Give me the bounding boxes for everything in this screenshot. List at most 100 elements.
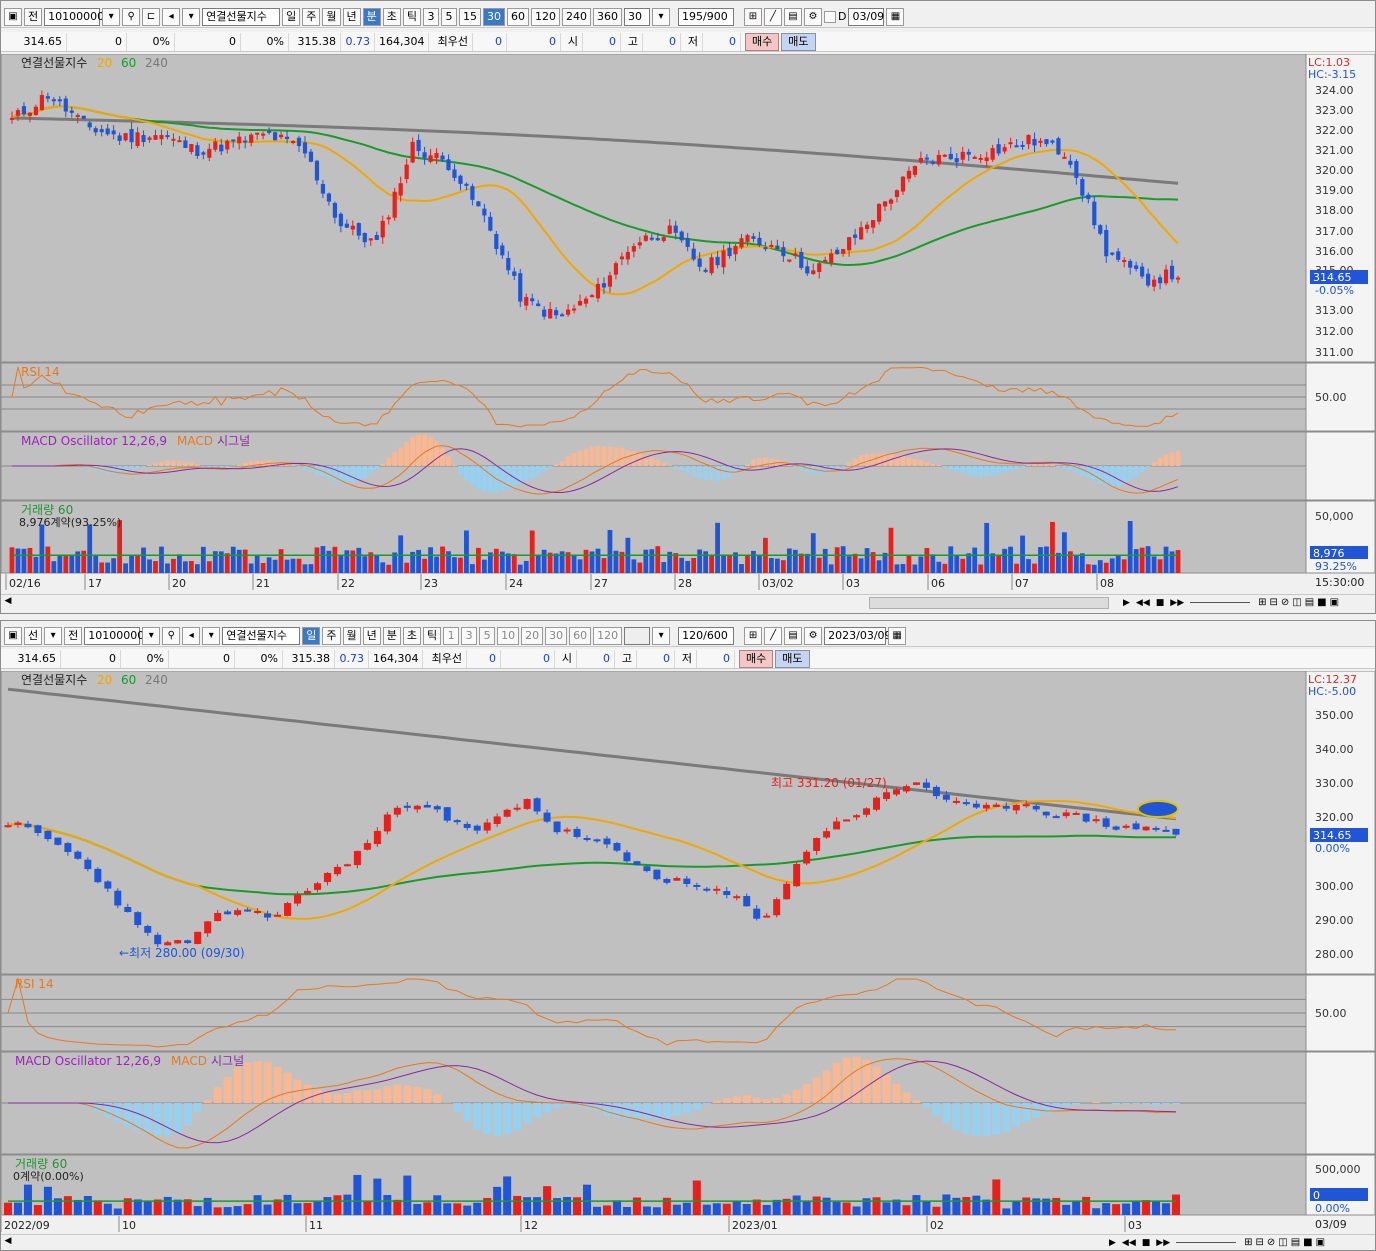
period-tick[interactable]: 틱 [423, 626, 442, 645]
period-year[interactable]: 년 [342, 7, 361, 26]
indicator-icon[interactable]: ⊞ [744, 7, 762, 26]
period-month[interactable]: 월 [322, 7, 341, 26]
volume-bar [505, 553, 511, 573]
sell-button[interactable]: 매도 [775, 649, 810, 668]
scroll-left-icon[interactable]: ◀ [4, 595, 12, 606]
zoom-slider[interactable] [1176, 1242, 1237, 1243]
interval-20[interactable]: 20 [521, 626, 544, 645]
interval-input[interactable]: 30 [624, 7, 650, 26]
gear-icon[interactable]: ⚙ [804, 7, 822, 26]
macd-osc-bar [577, 450, 583, 466]
bottom-chart-area[interactable]: 350.00 340.00 330.00 320.00 314.65 0.00% 300.0… [1, 671, 1376, 1234]
dropdown-icon[interactable]: ▾ [102, 7, 121, 26]
scroll-right-icon[interactable]: ▶ [1109, 1237, 1116, 1248]
period-month[interactable]: 월 [342, 626, 361, 645]
trend-icon[interactable]: ╱ [764, 7, 782, 26]
period-day[interactable]: 일 [302, 626, 321, 645]
candle-body [823, 259, 828, 262]
top-chart-area[interactable]: 324.00 323.00 322.00 321.00 320.00 319.00 318.… [1, 54, 1376, 594]
save-icon[interactable]: ▤ [784, 626, 803, 645]
calendar-icon[interactable]: ▦ [886, 7, 905, 26]
name-field[interactable]: 연결선물지수 [222, 626, 301, 645]
interval-15[interactable]: 15 [459, 7, 481, 26]
dropdown-icon[interactable]: ▾ [44, 626, 63, 645]
period-minute[interactable]: 분 [382, 626, 401, 645]
count-field[interactable]: 195/900 [678, 7, 734, 26]
prev-button[interactable]: 전 [24, 7, 43, 26]
period-tick[interactable]: 틱 [402, 7, 421, 26]
d-checkbox[interactable] [824, 10, 836, 23]
interval-3[interactable]: 3 [423, 7, 439, 26]
buy-button[interactable]: 매수 [739, 649, 774, 668]
candle-body [1022, 804, 1030, 807]
stop-icon[interactable]: ■ [1155, 597, 1165, 608]
buy-button[interactable]: 매수 [745, 32, 780, 51]
period-week[interactable]: 주 [322, 626, 341, 645]
forward-icon[interactable]: ▶▶ [1156, 1237, 1171, 1248]
interval-10[interactable]: 10 [497, 626, 520, 645]
top-scrollbar[interactable]: ◀ ▶ ◀◀ ■ ▶▶ ⊞⊟⊘◫▤■▣ [1, 594, 1375, 610]
dropdown-icon[interactable]: ▾ [182, 7, 201, 26]
interval-30[interactable]: 30 [545, 626, 568, 645]
scroll-thumb[interactable] [869, 596, 1109, 609]
rewind-icon[interactable]: ◀◀ [1135, 597, 1150, 608]
interval-30[interactable]: 30 [483, 7, 505, 26]
zoom-slider[interactable] [1190, 602, 1251, 603]
rewind-icon[interactable]: ◀◀ [1121, 1237, 1136, 1248]
search-icon[interactable]: ⚲ [122, 7, 141, 26]
period-day[interactable]: 일 [282, 7, 301, 26]
date-input[interactable]: 03/09 [848, 7, 885, 26]
interval-5[interactable]: 5 [479, 626, 496, 645]
kind-button[interactable]: 선 [24, 626, 43, 645]
dropdown-icon[interactable]: ▾ [652, 7, 670, 26]
tool-icons[interactable]: ⊞⊟⊘◫▤■▣ [1244, 1237, 1329, 1248]
prev-button[interactable]: 전 [64, 626, 83, 645]
save-icon[interactable]: ▤ [784, 7, 802, 26]
interval-5[interactable]: 5 [441, 7, 457, 26]
period-week[interactable]: 주 [302, 7, 321, 26]
candle-body [154, 934, 162, 945]
interval-60[interactable]: 60 [507, 7, 529, 26]
interval-360[interactable]: 360 [593, 7, 622, 26]
code-input[interactable]: 10100000 [84, 626, 144, 645]
ma-legend-60: 60 [121, 56, 136, 70]
forward-icon[interactable]: ▶▶ [1170, 597, 1185, 608]
period-minute[interactable]: 분 [362, 7, 381, 26]
speaker-icon[interactable]: ◂ [182, 626, 201, 645]
volume-bar [739, 564, 744, 573]
interval-120[interactable]: 120 [531, 7, 560, 26]
interval-1[interactable]: 1 [443, 626, 460, 645]
window-icon[interactable]: ▣ [4, 7, 22, 26]
speaker-icon[interactable]: ◂ [162, 7, 181, 26]
bottom-scrollbar[interactable]: ◀ ▶ ◀◀ ■ ▶▶ ⊞⊟⊘◫▤■▣ [1, 1234, 1375, 1250]
dropdown-icon[interactable]: ▾ [202, 626, 221, 645]
trend-icon[interactable]: ╱ [764, 626, 783, 645]
period-year[interactable]: 년 [362, 626, 381, 645]
indicator-icon[interactable]: ⊞ [744, 626, 763, 645]
interval-240[interactable]: 240 [562, 7, 591, 26]
interval-120[interactable]: 120 [593, 626, 623, 645]
interval-3[interactable]: 3 [461, 626, 478, 645]
code-input[interactable]: 10100000 [44, 7, 104, 26]
link-icon[interactable]: ⊏ [142, 7, 161, 26]
name-field[interactable]: 연결선물지수 [202, 7, 281, 26]
interval-input[interactable] [624, 626, 651, 645]
interval-60[interactable]: 60 [569, 626, 592, 645]
tool-icons[interactable]: ⊞⊟⊘◫▤■▣ [1258, 597, 1343, 608]
period-second[interactable]: 초 [402, 626, 421, 645]
scroll-right-icon[interactable]: ▶ [1123, 597, 1130, 608]
sell-button[interactable]: 매도 [781, 32, 816, 51]
stop-icon[interactable]: ■ [1141, 1237, 1151, 1248]
volume-bar [9, 547, 15, 573]
macd-osc-bar [722, 1098, 731, 1103]
dropdown-icon[interactable]: ▾ [652, 626, 671, 645]
window-icon[interactable]: ▣ [4, 626, 22, 645]
count-field[interactable]: 120/600 [678, 626, 735, 645]
period-second[interactable]: 초 [382, 7, 401, 26]
scroll-left-icon[interactable]: ◀ [4, 1235, 12, 1246]
gear-icon[interactable]: ⚙ [804, 626, 823, 645]
search-icon[interactable]: ⚲ [162, 626, 181, 645]
dropdown-icon[interactable]: ▾ [142, 626, 161, 645]
date-input[interactable]: 2023/03/09 [824, 626, 892, 645]
calendar-icon[interactable]: ▦ [888, 626, 907, 645]
